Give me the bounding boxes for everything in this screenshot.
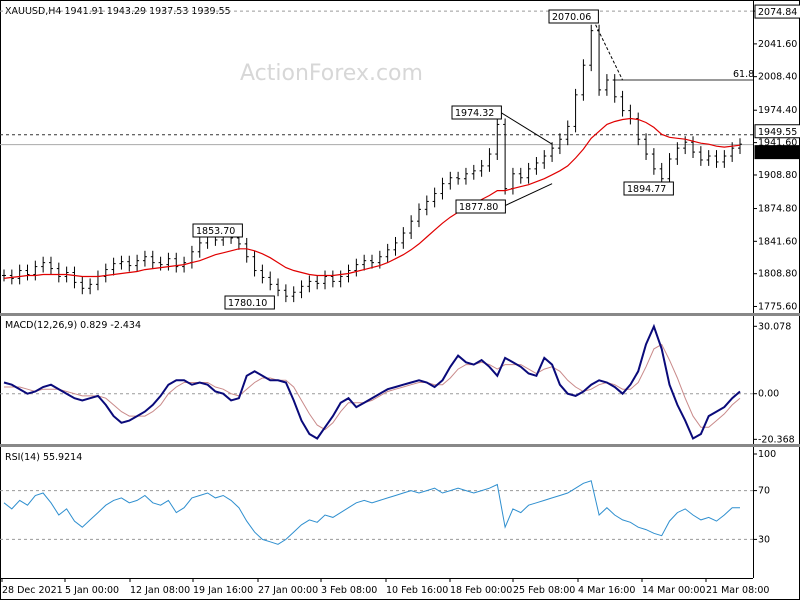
pane-divider xyxy=(0,313,800,316)
price-tick-label: 1908.80 xyxy=(758,170,797,181)
top-price-badge: 2074.84 xyxy=(758,7,797,18)
price-tick-label: 1874.80 xyxy=(758,204,797,215)
time-tick-label: 10 Feb 16:00 xyxy=(386,585,448,596)
point-label-1877-80-box xyxy=(455,199,506,214)
time-tick-label: 12 Jan 08:00 xyxy=(130,585,190,596)
macd-title: MACD(12,26,9) 0.829 -2.434 xyxy=(5,320,141,331)
price-pane: 2074.84 2041.60 2008.40 1974.40 1941.60 1908.… xyxy=(0,4,800,312)
current-price-badge: 1939.55 xyxy=(758,148,797,159)
point-label-2070-06: 2070.06 xyxy=(552,12,591,23)
rsi-tick-label: 100 xyxy=(758,449,776,460)
swing-dashed-line xyxy=(590,15,624,81)
price-tick-label: 1974.40 xyxy=(758,105,797,116)
time-tick-label: 28 Dec 2021 xyxy=(2,585,63,596)
point-label-1974-32-box xyxy=(451,105,502,120)
macd-tick-label: -20.368 xyxy=(758,434,795,445)
pane-divider xyxy=(0,444,800,447)
rsi-title: RSI(14) 55.9214 xyxy=(5,452,82,463)
price-tick-label: 1775.60 xyxy=(758,301,797,312)
price-tick-label: 1941.60 xyxy=(758,138,797,149)
time-tick-label: 25 Feb 08:00 xyxy=(513,585,575,596)
price-tick-label: 2041.60 xyxy=(758,39,797,50)
macd-tick-label: 0.00 xyxy=(758,389,779,400)
rsi-line xyxy=(3,480,741,545)
time-axis: 28 Dec 2021 5 Jan 00:00 12 Jan 08:00 19 Jan… xyxy=(1,578,769,596)
point-label-1780-10: 1780.10 xyxy=(228,298,267,309)
point-label-1853-70-box xyxy=(192,223,243,238)
time-tick-label: 27 Jan 00:00 xyxy=(258,585,318,596)
rsi-tick-label: 70 xyxy=(758,486,770,497)
moving-average-line xyxy=(3,117,741,279)
time-tick-label: 4 Mar 16:00 xyxy=(578,585,635,596)
rsi-tick-label: 30 xyxy=(758,534,770,545)
watermark: ActionForex.com xyxy=(240,61,423,86)
current-price-badge-box xyxy=(754,145,800,160)
trendline-a xyxy=(497,109,553,145)
fib-618-label: 61.8 xyxy=(733,69,754,80)
point-label-1894-77-box xyxy=(623,181,674,196)
macd-pane: 30.078 0.00 -20.368 xyxy=(0,321,795,445)
macd-tick-label: 30.078 xyxy=(758,321,791,332)
symbol-header-line: XAUUSD,H4 1941.91 1943.29 1937.53 1939.5… xyxy=(5,6,231,17)
level-price-badge: 1949.55 xyxy=(758,127,797,138)
point-label-1780-10-box xyxy=(224,295,275,310)
point-label-1894-77: 1894.77 xyxy=(627,184,666,195)
rsi-pane: 100 70 30 xyxy=(0,449,776,545)
time-tick-label: 5 Jan 00:00 xyxy=(65,585,119,596)
time-tick-label: 18 Feb 00:00 xyxy=(450,585,512,596)
level-price-badge-box xyxy=(754,124,800,139)
time-tick-label: 19 Jan 16:00 xyxy=(193,585,253,596)
top-price-badge-box xyxy=(754,4,800,19)
price-tick-label: 1808.80 xyxy=(758,269,797,280)
price-tick-label: 2008.40 xyxy=(758,72,797,83)
point-label-1853-70: 1853.70 xyxy=(196,226,235,237)
time-tick-label: 14 Mar 00:00 xyxy=(642,585,705,596)
trendline-b xyxy=(504,183,553,207)
macd-signal-line xyxy=(4,343,741,431)
point-label-2070-06-box xyxy=(548,9,599,24)
time-tick-label: 3 Feb 08:00 xyxy=(321,585,377,596)
point-label-1877-80: 1877.80 xyxy=(459,202,498,213)
point-label-1974-32: 1974.32 xyxy=(455,108,494,119)
time-tick-label: 21 Mar 08:00 xyxy=(706,585,769,596)
macd-line xyxy=(3,323,741,440)
price-tick-label: 1841.60 xyxy=(758,236,797,247)
